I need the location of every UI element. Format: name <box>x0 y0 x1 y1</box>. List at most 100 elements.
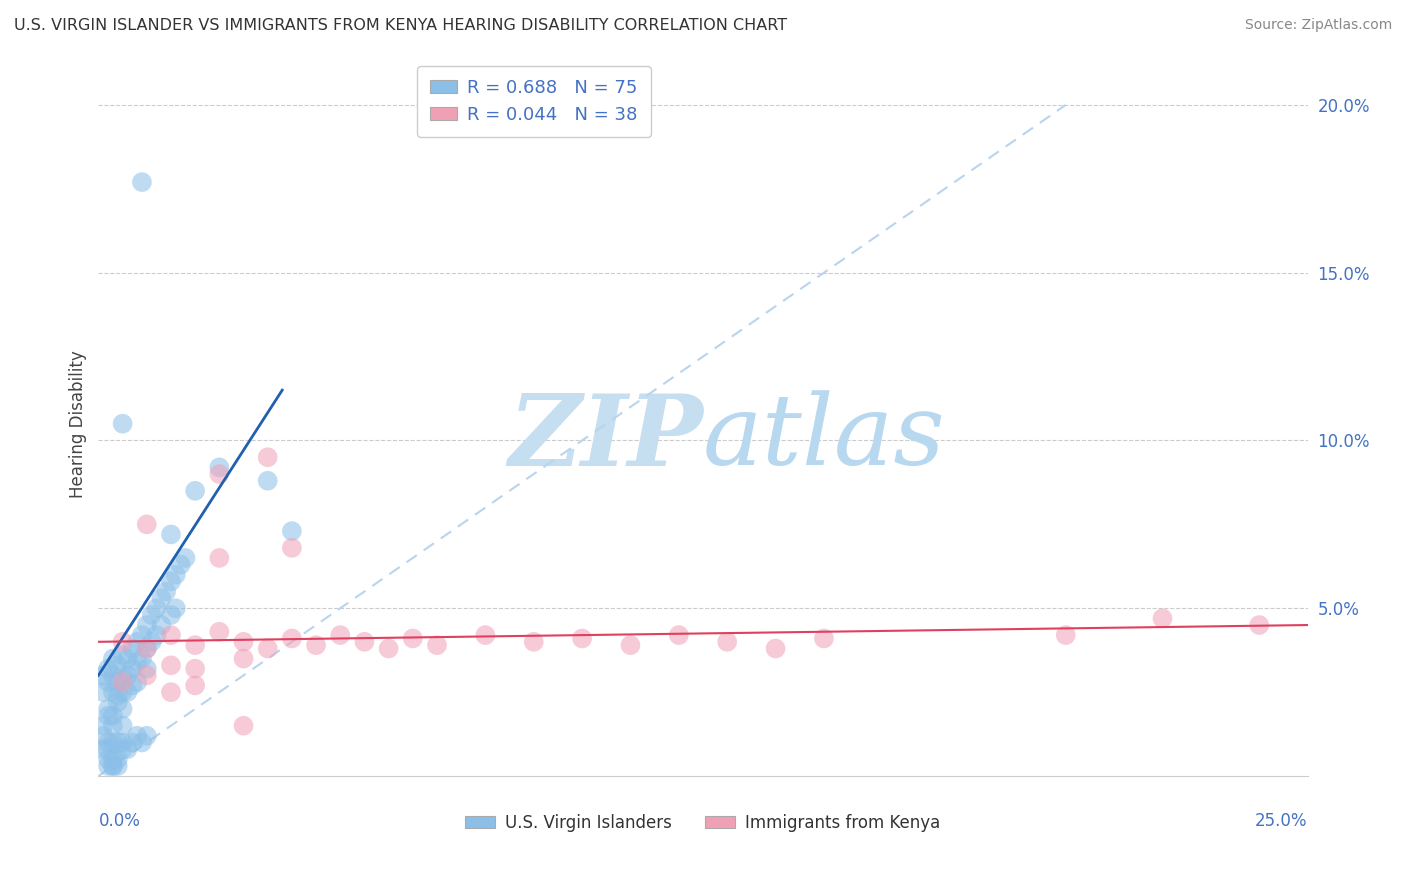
Point <box>117 651 139 665</box>
Point <box>107 735 129 749</box>
Point <box>571 632 593 646</box>
Point <box>150 591 173 606</box>
Point <box>101 685 124 699</box>
Point <box>107 675 129 690</box>
Point <box>281 524 304 538</box>
Point <box>121 678 143 692</box>
Point <box>668 628 690 642</box>
Point <box>131 175 153 189</box>
Point <box>402 632 425 646</box>
Point <box>127 729 149 743</box>
Point <box>111 635 134 649</box>
Point <box>111 648 134 663</box>
Point <box>232 651 254 665</box>
Point <box>111 417 134 431</box>
Point <box>107 752 129 766</box>
Point <box>91 719 114 733</box>
Point <box>101 735 124 749</box>
Point <box>281 541 304 555</box>
Point <box>256 474 278 488</box>
Point <box>232 719 254 733</box>
Point <box>111 675 134 690</box>
Point <box>174 550 197 565</box>
Point <box>101 708 124 723</box>
Point <box>111 668 134 682</box>
Point <box>97 675 120 690</box>
Point <box>208 460 231 475</box>
Point <box>184 662 207 676</box>
Point <box>97 662 120 676</box>
Point <box>160 574 183 589</box>
Point <box>208 624 231 639</box>
Point <box>131 651 153 665</box>
Point <box>169 558 191 572</box>
Point <box>765 641 787 656</box>
Point <box>256 450 278 465</box>
Point <box>619 638 641 652</box>
Point <box>107 658 129 673</box>
Point <box>111 702 134 716</box>
Point <box>127 675 149 690</box>
Point <box>97 752 120 766</box>
Text: Source: ZipAtlas.com: Source: ZipAtlas.com <box>1244 18 1392 32</box>
Point <box>160 527 183 541</box>
Point <box>117 742 139 756</box>
Text: ZIP: ZIP <box>508 390 703 486</box>
Point <box>135 618 157 632</box>
Point <box>121 662 143 676</box>
Point <box>101 651 124 665</box>
Point <box>716 635 738 649</box>
Point <box>111 685 134 699</box>
Point <box>426 638 449 652</box>
Point <box>1249 618 1271 632</box>
Point <box>145 628 167 642</box>
Point <box>107 759 129 773</box>
Text: atlas: atlas <box>703 390 946 485</box>
Point <box>107 695 129 709</box>
Point <box>111 719 134 733</box>
Point <box>232 635 254 649</box>
Point <box>91 742 114 756</box>
Point <box>208 467 231 481</box>
Point <box>184 678 207 692</box>
Point <box>281 632 304 646</box>
Point <box>165 601 187 615</box>
Point <box>135 641 157 656</box>
Point <box>813 632 835 646</box>
Point <box>353 635 375 649</box>
Point <box>135 662 157 676</box>
Point <box>135 729 157 743</box>
Point <box>101 759 124 773</box>
Point <box>127 655 149 669</box>
Point <box>135 517 157 532</box>
Point <box>141 607 163 622</box>
Point <box>329 628 352 642</box>
Point <box>97 702 120 716</box>
Point <box>91 685 114 699</box>
Point <box>160 628 183 642</box>
Point <box>101 759 124 773</box>
Text: 25.0%: 25.0% <box>1256 812 1308 830</box>
Point <box>91 729 114 743</box>
Point <box>117 668 139 682</box>
Point <box>474 628 496 642</box>
Point <box>97 708 120 723</box>
Point <box>97 759 120 773</box>
Point <box>305 638 328 652</box>
Point <box>155 584 177 599</box>
Point <box>121 735 143 749</box>
Point <box>101 719 124 733</box>
Point <box>127 635 149 649</box>
Point <box>121 641 143 656</box>
Legend: U.S. Virgin Islanders, Immigrants from Kenya: U.S. Virgin Islanders, Immigrants from K… <box>458 807 948 838</box>
Point <box>160 685 183 699</box>
Point <box>135 641 157 656</box>
Point <box>1152 611 1174 625</box>
Point <box>184 483 207 498</box>
Point <box>377 641 399 656</box>
Point <box>117 685 139 699</box>
Point <box>160 607 183 622</box>
Point <box>256 641 278 656</box>
Text: 0.0%: 0.0% <box>98 812 141 830</box>
Point <box>111 742 134 756</box>
